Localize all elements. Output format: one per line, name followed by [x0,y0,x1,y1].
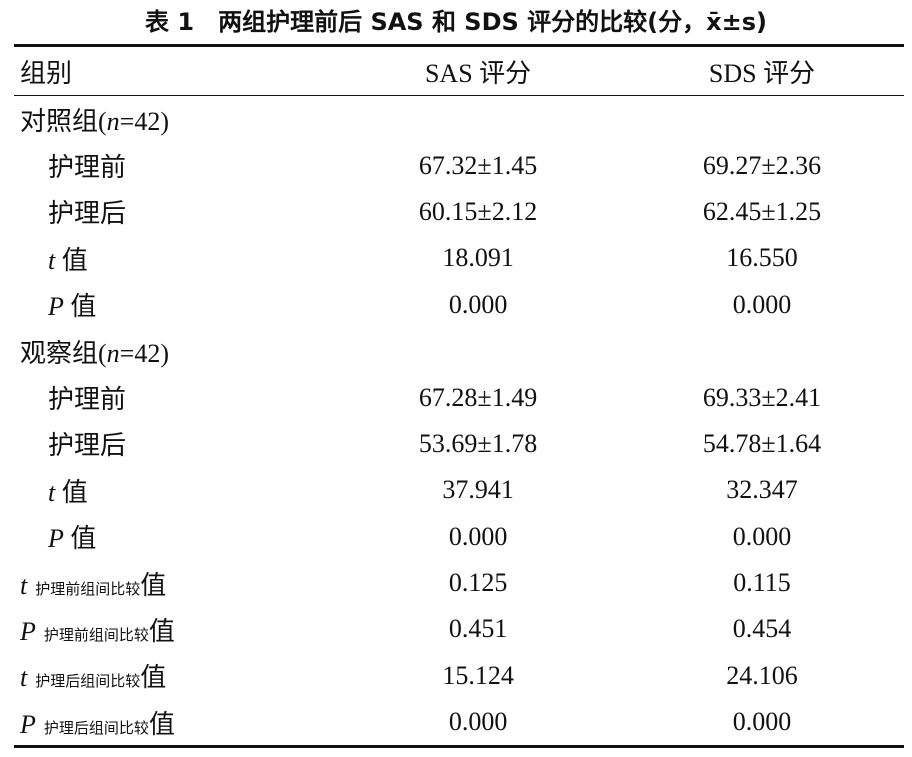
table-row: t 值 18.091 16.550 [14,235,904,281]
cell: 69.27±2.36 [702,150,822,180]
cell: 0.454 [732,614,792,644]
cell: 24.106 [726,660,798,690]
cell [336,328,620,374]
cell: 0.125 [448,568,508,598]
label-part: 护理前组间比较 [43,627,149,644]
label-part: n [106,106,120,136]
label-part: 护理后组间比较 [35,674,141,691]
cell: 32.347 [726,475,798,505]
table-row: P 值 0.000 0.000 [14,514,904,560]
label-part: t [20,570,28,600]
label-part: =42) [119,338,169,368]
label-part: 值 [63,524,97,554]
row-label: P 护理后组间比较值 [14,699,336,747]
cell: 0.000 [448,521,508,551]
cell: 37.941 [442,475,514,505]
column-header: SAS 评分 [424,58,532,88]
table-row: 护理前 67.28±1.49 69.33±2.41 [14,374,904,420]
label-part: n [106,338,120,368]
cell: 0.000 [732,707,792,737]
table-body: 对照组(n=42) 护理前 67.32±1.45 69.27±2.36 护理后 60.15… [14,96,904,747]
row-label: P 护理前组间比较值 [14,606,336,652]
row-label: 护理后 [14,421,336,467]
label-part: 护理后 [48,431,127,461]
label-part: 值 [140,570,167,600]
label-part: 值 [148,709,175,739]
cell: 0.000 [448,707,508,737]
table-row: P 护理后组间比较值 0.000 0.000 [14,699,904,747]
cell: 0.000 [732,521,792,551]
cell [336,96,620,143]
cell: 54.78±1.64 [702,428,822,458]
table-row: P 护理前组间比较值 0.451 0.454 [14,606,904,652]
label-part: 值 [55,477,88,507]
label-part: P [48,524,64,554]
table-row: 观察组(n=42) [14,328,904,374]
table-row: 护理后 53.69±1.78 54.78±1.64 [14,421,904,467]
label-part: 值 [55,245,88,275]
cell: 53.69±1.78 [418,428,538,458]
label-part: t [20,663,28,693]
row-label: 护理前 [14,374,336,420]
table-row: 护理前 67.32±1.45 69.27±2.36 [14,142,904,188]
table-title: 表 1 两组护理前后 SAS 和 SDS 评分的比较(分，x̄±s) [145,8,767,36]
table-row: P 值 0.000 0.000 [14,282,904,328]
label-part: 值 [140,663,167,693]
row-label: t 护理前组间比较值 [14,560,336,606]
row-label: t 值 [14,467,336,513]
row-label: 观察组(n=42) [14,328,336,374]
cell: 67.28±1.49 [418,382,538,412]
row-label: P 值 [14,514,336,560]
label-part: t [48,477,56,507]
label-part: P [20,709,36,739]
label-part: 对照组( [20,106,107,136]
header-row: 组别 SAS 评分 SDS 评分 [14,45,904,96]
column-header: 组别 [20,58,73,88]
cell: 0.115 [733,568,791,598]
label-part: =42) [119,106,169,136]
table-row: 护理后 60.15±2.12 62.45±1.25 [14,189,904,235]
row-label: P 值 [14,282,336,328]
cell: 18.091 [442,243,514,273]
label-part: P [48,292,64,322]
cell: 0.000 [732,289,792,319]
label-part: t [48,245,56,275]
row-label: t 护理后组间比较值 [14,653,336,699]
table-row: t 护理前组间比较值 0.125 0.115 [14,560,904,606]
label-part: 值 [63,292,97,322]
label-part: 护理前 [48,153,127,183]
cell: 0.451 [448,614,508,644]
cell [620,96,904,143]
row-label: 护理后 [14,189,336,235]
cell [620,328,904,374]
table: 组别 SAS 评分 SDS 评分 对照组(n=42) 护理前 67.32±1.45 6… [14,44,904,748]
cell: 60.15±2.12 [418,196,538,226]
cell: 69.33±2.41 [702,382,822,412]
cell: 15.124 [442,660,514,690]
column-header: SDS 评分 [708,58,816,88]
cell: 62.45±1.25 [702,196,822,226]
label-part: 值 [148,616,175,646]
table-row: t 护理后组间比较值 15.124 24.106 [14,653,904,699]
label-part: 护理后 [48,199,127,229]
label-part: 护理前组间比较 [35,581,141,598]
label-part: 护理后组间比较 [43,720,149,737]
row-label: 对照组(n=42) [14,96,336,143]
label-part: 护理前 [48,385,127,415]
table-row: 对照组(n=42) [14,96,904,143]
row-label: t 值 [14,235,336,281]
row-label: 护理前 [14,142,336,188]
cell: 67.32±1.45 [418,150,538,180]
label-part: 观察组( [20,338,107,368]
label-part: P [20,616,36,646]
cell: 16.550 [726,243,798,273]
cell: 0.000 [448,289,508,319]
table-row: t 值 37.941 32.347 [14,467,904,513]
